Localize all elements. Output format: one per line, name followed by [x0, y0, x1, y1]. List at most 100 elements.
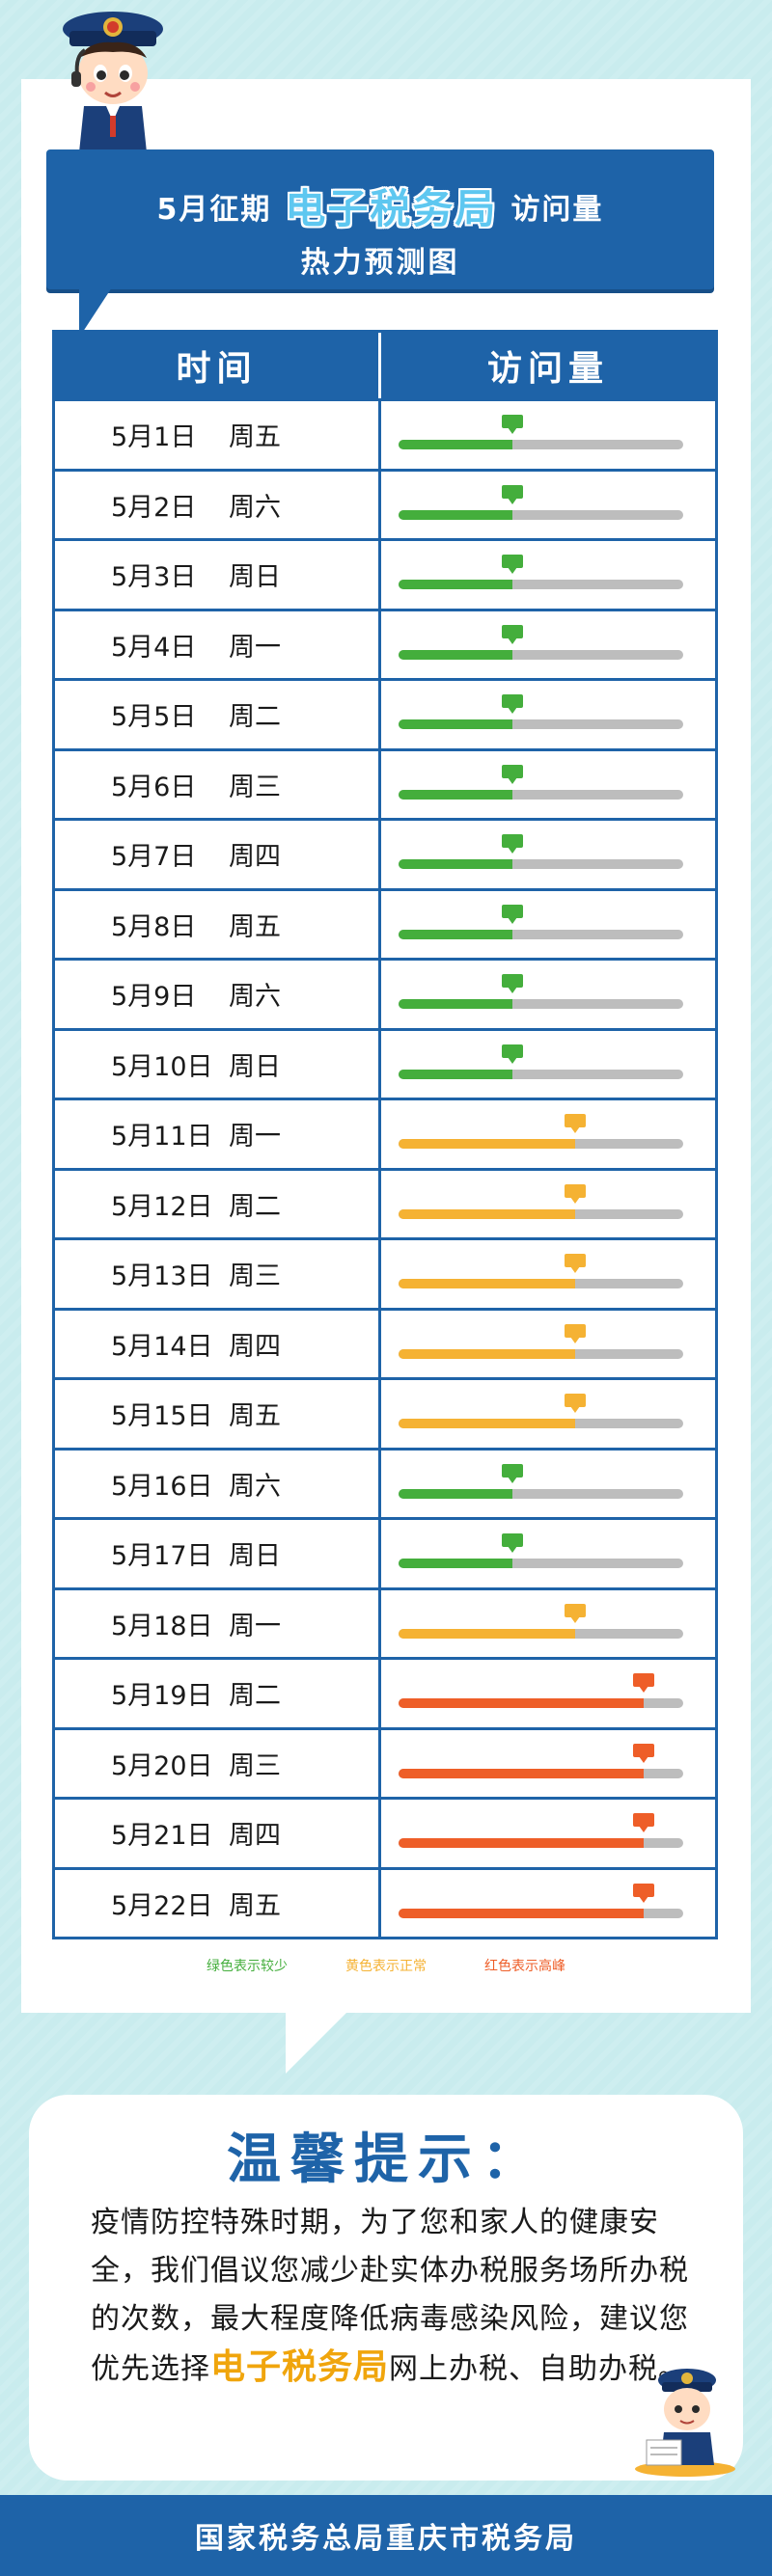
visit-level-cell — [381, 1311, 715, 1378]
visit-level-cell — [381, 1730, 715, 1798]
visit-level-cell — [381, 472, 715, 539]
date-cell: 5月11日 周一 — [55, 1100, 381, 1168]
weekday-label: 周一 — [229, 632, 281, 663]
date-cell: 5月16日 周六 — [55, 1450, 381, 1517]
visit-level-fill — [399, 1419, 575, 1428]
weekday-label: 周日 — [229, 1541, 281, 1572]
visit-level-cell — [381, 1171, 715, 1238]
visit-level-fill — [399, 440, 512, 449]
visit-level-marker-icon — [502, 555, 523, 574]
visit-level-cell — [381, 681, 715, 748]
weekday-label: 周三 — [229, 1750, 281, 1781]
table-row: 5月11日 周一 — [55, 1098, 715, 1168]
visit-level-track — [399, 1838, 683, 1848]
banner-suffix: 访问量 — [510, 192, 604, 227]
date-cell: 5月3日 周日 — [55, 541, 381, 609]
date-label: 5月7日 — [111, 842, 197, 873]
date-label: 5月3日 — [111, 562, 197, 593]
table-row: 5月8日 周五 — [55, 887, 715, 959]
banner-highlight: 电子税务局 — [285, 185, 498, 232]
banner-tail — [79, 287, 112, 338]
visit-level-cell — [381, 891, 715, 959]
visit-level-track — [399, 1559, 683, 1568]
visit-level-marker-icon — [632, 1743, 654, 1763]
date-cell: 5月2日 周六 — [55, 471, 381, 538]
table-row: 5月15日 周五 — [55, 1377, 715, 1448]
visit-level-marker-icon — [564, 1254, 586, 1273]
banner-title-line1: 5月征期 电子税务局 访问量 — [46, 176, 714, 235]
table-row: 5月14日 周四 — [55, 1307, 715, 1378]
table-body: 5月1日 周五 5月2日 周六 5月3日 周日 5月4日 周一 5月5日 周二 5月6日 周三 5月7日… — [55, 398, 715, 1937]
table-row: 5月13日 周三 — [55, 1237, 715, 1308]
date-cell: 5月22日 周五 — [55, 1869, 381, 1937]
table-row: 5月17日 周日 — [55, 1517, 715, 1587]
main-card — [21, 79, 751, 2013]
visit-level-track — [399, 1698, 683, 1708]
tips-text: 疫情防控特殊时期，为了您和家人的健康安全，我们倡议您减少赴实体办税服务场所办税的… — [91, 2199, 689, 2394]
date-cell: 5月20日 周三 — [55, 1729, 381, 1797]
legend-yellow: 黄色表示正常 — [345, 1959, 427, 1974]
legend: 绿色表示较少 黄色表示正常 红色表示高峰 — [0, 1956, 772, 1975]
weekday-label: 周五 — [229, 422, 281, 453]
visit-level-cell — [381, 401, 715, 469]
visit-level-cell — [381, 611, 715, 679]
date-cell: 5月4日 周一 — [55, 610, 381, 678]
date-label: 5月22日 — [111, 1890, 213, 1921]
date-label: 5月2日 — [111, 492, 197, 523]
tax-officer-mascot-icon — [63, 12, 163, 152]
weekday-label: 周六 — [229, 982, 281, 1013]
visit-level-fill — [399, 1069, 512, 1079]
visit-level-track — [399, 1348, 683, 1359]
visit-level-fill — [399, 1628, 575, 1639]
date-label: 5月13日 — [111, 1261, 213, 1292]
visit-level-marker-icon — [632, 1883, 654, 1903]
table-row: 5月18日 周一 — [55, 1586, 715, 1657]
visit-level-fill — [399, 859, 512, 869]
table-row: 5月3日 周日 — [55, 538, 715, 609]
tips-title: 温馨提示： — [227, 2129, 545, 2191]
date-cell: 5月17日 周日 — [55, 1520, 381, 1587]
weekday-label: 周六 — [229, 492, 281, 523]
weekday-label: 周一 — [229, 1611, 281, 1641]
visit-level-marker-icon — [502, 1463, 523, 1483]
weekday-label: 周五 — [229, 911, 281, 942]
visit-level-fill — [399, 1279, 575, 1288]
visit-level-fill — [399, 999, 512, 1009]
table-row: 5月10日 周日 — [55, 1027, 715, 1098]
visit-level-track — [399, 1488, 683, 1499]
table-row: 5月16日 周六 — [55, 1447, 715, 1517]
date-label: 5月9日 — [111, 982, 197, 1013]
date-label: 5月4日 — [111, 632, 197, 663]
weekday-label: 周日 — [229, 1051, 281, 1082]
title-banner: 5月征期 电子税务局 访问量 热力预测图 — [46, 149, 714, 289]
table-header: 时间 访问量 — [55, 333, 715, 398]
visit-level-fill — [399, 1139, 575, 1149]
visit-level-marker-icon — [564, 1183, 586, 1204]
date-cell: 5月12日 周二 — [55, 1170, 381, 1237]
visit-level-fill — [399, 1908, 644, 1918]
date-label: 5月16日 — [111, 1471, 213, 1502]
date-cell: 5月5日 周二 — [55, 681, 381, 748]
legend-green: 绿色表示较少 — [207, 1959, 288, 1974]
visit-level-fill — [399, 1838, 644, 1848]
tips-box: 温馨提示： 疫情防控特殊时期，为了您和家人的健康安全，我们倡议您减少赴实体办税服… — [29, 2095, 743, 2481]
visit-level-cell — [381, 1240, 715, 1308]
visit-level-cell — [381, 1380, 715, 1448]
table-row: 5月20日 周三 — [55, 1726, 715, 1798]
date-label: 5月10日 — [111, 1051, 213, 1082]
visit-level-cell — [381, 961, 715, 1028]
visit-level-track — [399, 1069, 683, 1079]
table-row: 5月5日 周二 — [55, 678, 715, 748]
date-label: 5月12日 — [111, 1191, 213, 1222]
weekday-label: 周一 — [229, 1122, 281, 1152]
date-label: 5月19日 — [111, 1681, 213, 1712]
header-visits: 访问量 — [486, 349, 609, 389]
visit-level-marker-icon — [502, 484, 523, 504]
visit-level-marker-icon — [564, 1394, 586, 1413]
date-cell: 5月9日 周六 — [55, 961, 381, 1028]
visit-level-cell — [381, 1660, 715, 1727]
visit-level-fill — [399, 1208, 575, 1219]
visit-level-marker-icon — [502, 694, 523, 714]
visit-level-track — [399, 1768, 683, 1778]
visit-level-fill — [399, 789, 512, 800]
